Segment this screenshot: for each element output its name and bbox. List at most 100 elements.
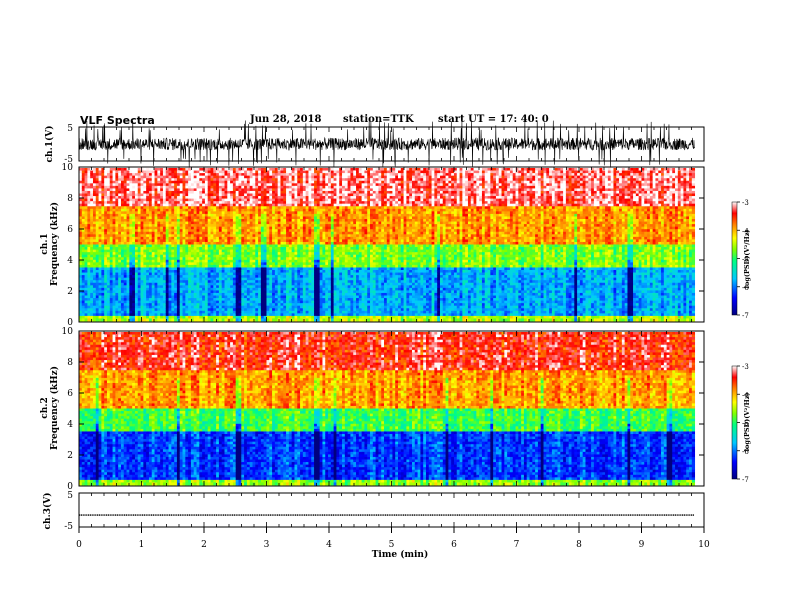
spectrogram-cell (205, 176, 208, 179)
spectrogram-cell (87, 306, 90, 309)
spectrogram-cell (225, 262, 228, 265)
spectrogram-cell (219, 273, 222, 276)
spectrogram-cell (110, 255, 113, 258)
spectrogram-cell (174, 209, 177, 212)
spectrogram-cell (185, 237, 188, 240)
spectrogram-cell (208, 273, 211, 276)
spectrogram-cell (294, 267, 297, 270)
spectrogram-cell (110, 224, 113, 227)
spectrogram-cell (205, 232, 208, 235)
spectrogram-cell (294, 209, 297, 212)
spectrogram-cell (261, 283, 264, 286)
spectrogram-cell (101, 227, 104, 230)
spectrogram-cell (157, 313, 160, 316)
spectrogram-cell (250, 308, 253, 311)
spectrogram-cell (85, 273, 88, 276)
spectrogram-cell (194, 313, 197, 316)
spectrogram-cell (82, 293, 85, 296)
spectrogram-cell (283, 250, 286, 253)
spectrogram-cell (258, 201, 261, 204)
spectrogram-cell (107, 308, 110, 311)
spectrogram-cell (174, 183, 177, 186)
spectrogram-cell (258, 280, 261, 283)
spectrogram-cell (252, 303, 255, 306)
spectrogram-cell (286, 262, 289, 265)
spectrogram-cell (166, 316, 169, 319)
spectrogram-cell (188, 247, 191, 250)
spectrogram-cell (294, 270, 297, 273)
spectrogram-cell (101, 232, 104, 235)
spectrogram-cell (149, 188, 152, 191)
spectrogram-cell (132, 171, 135, 174)
spectrogram-cell (127, 247, 130, 250)
spectrogram-cell (191, 308, 194, 311)
spectrogram-cell (93, 196, 96, 199)
spectrogram-cell (107, 242, 110, 245)
spectrogram-cell (191, 283, 194, 286)
spectrogram-cell (104, 265, 107, 268)
spectrogram-cell (227, 288, 230, 291)
spectrogram-cell (185, 318, 188, 321)
spectrogram-cell (250, 183, 253, 186)
spectrogram-cell (104, 168, 107, 171)
spectrogram-cell (85, 211, 88, 214)
spectrogram-cell (222, 265, 225, 268)
spectrogram-cell (124, 270, 127, 273)
spectrogram-cell (180, 262, 183, 265)
spectrogram-cell (216, 278, 219, 281)
spectrogram-cell (294, 298, 297, 301)
spectrogram-cell (306, 216, 309, 219)
spectrogram-cell (90, 178, 93, 181)
spectrogram-cell (177, 308, 180, 311)
spectrogram-cell (93, 250, 96, 253)
spectrogram-cell (303, 298, 306, 301)
spectrogram-cell (205, 293, 208, 296)
spectrogram-cell (306, 196, 309, 199)
spectrogram-cell (197, 255, 200, 258)
spectrogram-cell (82, 216, 85, 219)
spectrogram-cell (113, 313, 116, 316)
spectrogram-cell (188, 296, 191, 299)
spectrogram-cell (244, 260, 247, 263)
spectrogram-cell (241, 188, 244, 191)
spectrogram-cell (233, 204, 236, 207)
spectrogram-cell (278, 285, 281, 288)
spectrogram-cell (132, 232, 135, 235)
spectrogram-cell (261, 204, 264, 207)
spectrogram-cell (118, 303, 121, 306)
spectrogram-cell (306, 227, 309, 230)
spectrogram-cell (252, 270, 255, 273)
spectrogram-cell (135, 237, 138, 240)
spectrogram-cell (85, 176, 88, 179)
spectrogram-cell (124, 237, 127, 240)
spectrogram-cell (185, 211, 188, 214)
spectrogram-cell (85, 222, 88, 225)
spectrogram-cell (266, 306, 269, 309)
spectrogram-cell (272, 296, 275, 299)
spectrogram-cell (308, 219, 311, 222)
spectrogram-cell (155, 219, 158, 222)
spectrogram-cell (101, 255, 104, 258)
spectrogram-cell (104, 288, 107, 291)
spectrogram-cell (127, 296, 130, 299)
spectrogram-cell (82, 186, 85, 189)
spectrogram-cell (236, 283, 239, 286)
spectrogram-cell (300, 214, 303, 217)
spectrogram-cell (244, 194, 247, 197)
spectrogram-cell (104, 211, 107, 214)
spectrogram-cell (233, 181, 236, 184)
spectrogram-cell (233, 316, 236, 319)
spectrogram-cell (244, 196, 247, 199)
spectrogram-cell (166, 194, 169, 197)
spectrogram-cell (185, 232, 188, 235)
spectrogram-cell (292, 199, 295, 202)
spectrogram-cell (261, 311, 264, 314)
spectrogram-cell (303, 301, 306, 304)
spectrogram-cell (269, 194, 272, 197)
spectrogram-cell (286, 242, 289, 245)
spectrogram-cell (93, 313, 96, 316)
spectrogram-cell (132, 176, 135, 179)
spectrogram-cell (202, 306, 205, 309)
spectrogram-cell (294, 278, 297, 281)
spectrogram-cell (286, 308, 289, 311)
